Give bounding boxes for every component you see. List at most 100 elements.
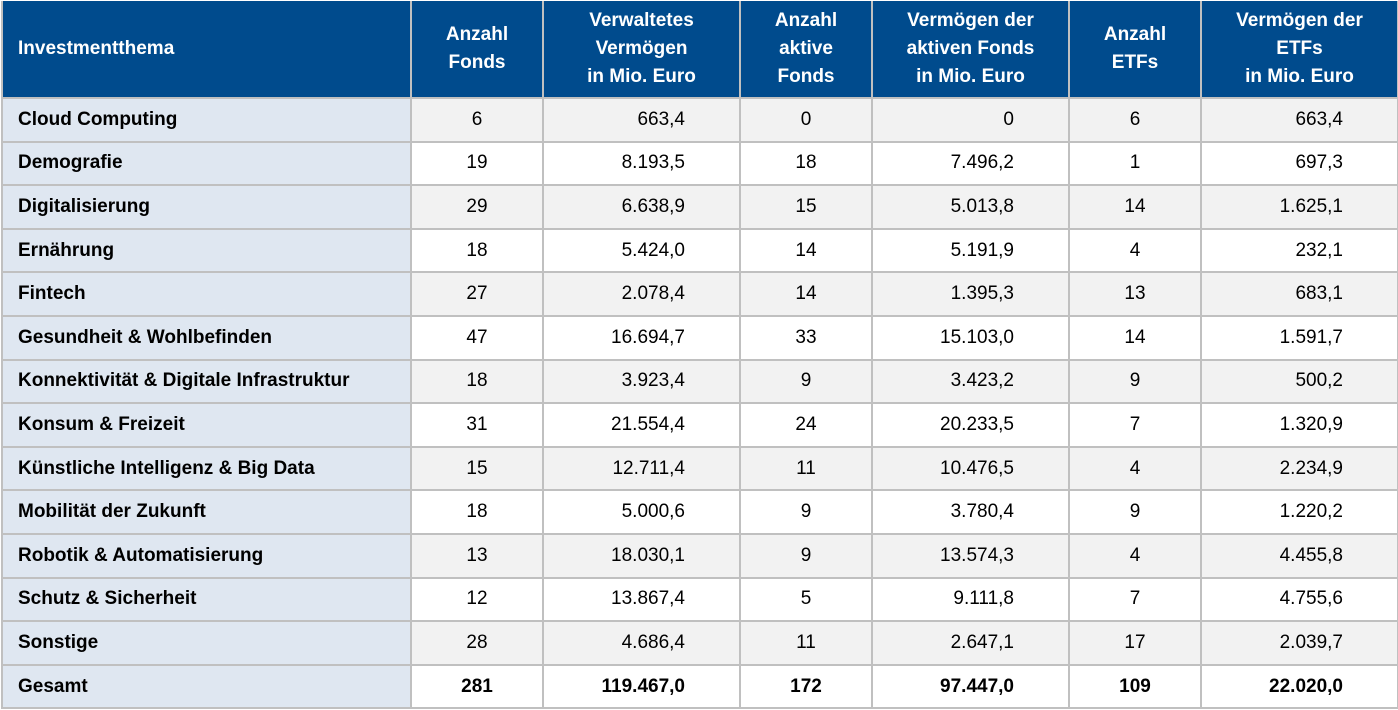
table-cell: 9 (1068, 358, 1202, 405)
column-header-5: Anzahl ETFs (1068, 1, 1202, 99)
table-cell: 15 (410, 445, 544, 492)
row-label: Mobilität der Zukunft (1, 489, 412, 535)
table-cell: 47 (410, 314, 544, 361)
table-cell: 18.030,1 (542, 532, 741, 579)
table-cell: 31 (410, 402, 544, 448)
table-cell: 9 (739, 489, 873, 535)
table-cell: 5.424,0 (542, 227, 741, 274)
table-cell: 3.780,4 (871, 489, 1070, 535)
table-cell: 9.111,8 (871, 576, 1070, 623)
table-cell: 281 (410, 663, 544, 710)
table-cell: 6 (410, 97, 544, 143)
table-cell: 16.694,7 (542, 314, 741, 361)
column-header-line: Fonds (448, 52, 506, 73)
table-cell: 5 (739, 576, 873, 623)
table-cell: 5.013,8 (871, 184, 1070, 230)
column-header-line: Anzahl (774, 10, 838, 31)
table-cell: 18 (739, 140, 873, 187)
column-header-line: Vermögen (595, 38, 688, 59)
table-cell: 4 (1068, 445, 1202, 492)
table-cell: 27 (410, 271, 544, 317)
table-cell: 119.467,0 (542, 663, 741, 710)
row-label: Konsum & Freizeit (1, 402, 412, 448)
table-cell: 13 (410, 532, 544, 579)
row-label: Gesundheit & Wohlbefinden (1, 314, 412, 361)
table-cell: 11 (739, 445, 873, 492)
table-cell: 7 (1068, 576, 1202, 623)
column-header-line: Anzahl (1103, 24, 1167, 45)
table-header-row: Investmentthema Anzahl Fonds Verwaltetes Ver… (1, 1, 1398, 99)
row-label: Fintech (1, 271, 412, 317)
table-row: Sonstige 28 4.686,4 11 2.647,1 17 2.039,7 (1, 620, 1398, 666)
table-cell: 697,3 (1200, 140, 1398, 187)
table-cell: 20.233,5 (871, 402, 1070, 448)
table-cell: 172 (739, 663, 873, 710)
column-header-line: Investmentthema (18, 38, 175, 59)
table-cell: 24 (739, 402, 873, 448)
column-header-4: Vermögen der aktiven Fonds in Mio. Euro (871, 1, 1070, 99)
table-cell: 683,1 (1200, 271, 1398, 317)
row-label: Schutz & Sicherheit (1, 576, 412, 623)
column-header-0: Investmentthema (1, 1, 412, 99)
table-cell: 4.686,4 (542, 620, 741, 666)
row-label: Robotik & Automatisierung (1, 532, 412, 579)
table-cell: 12 (410, 576, 544, 623)
table-cell: 22.020,0 (1200, 663, 1398, 710)
table-row: Cloud Computing 6 663,4 0 0 6 663,4 (1, 97, 1398, 143)
table-cell: 10.476,5 (871, 445, 1070, 492)
column-header-line: aktive (779, 38, 833, 59)
table-row: Gesundheit & Wohlbefinden 47 16.694,7 33 15.… (1, 314, 1398, 361)
table-cell: 232,1 (1200, 227, 1398, 274)
table-cell: 109 (1068, 663, 1202, 710)
table-cell: 0 (739, 97, 873, 143)
table-cell: 2.234,9 (1200, 445, 1398, 492)
table-cell: 13 (1068, 271, 1202, 317)
table-cell: 5.000,6 (542, 489, 741, 535)
table-cell: 1 (1068, 140, 1202, 187)
table-cell: 500,2 (1200, 358, 1398, 405)
column-header-line: in Mio. Euro (587, 66, 696, 87)
row-label: Cloud Computing (1, 97, 412, 143)
table-cell: 1.220,2 (1200, 489, 1398, 535)
table-cell: 14 (1068, 184, 1202, 230)
table-cell: 14 (739, 227, 873, 274)
column-header-1: Anzahl Fonds (410, 1, 544, 99)
row-label: Konnektivität & Digitale Infrastruktur (1, 358, 412, 405)
table-cell: 19 (410, 140, 544, 187)
table-cell: 2.039,7 (1200, 620, 1398, 666)
column-header-line: in Mio. Euro (1245, 66, 1354, 87)
table-cell: 6 (1068, 97, 1202, 143)
table-cell: 0 (871, 97, 1070, 143)
row-label: Künstliche Intelligenz & Big Data (1, 445, 412, 492)
table-row: Mobilität der Zukunft 18 5.000,6 9 3.780,4 9 1… (1, 489, 1398, 535)
table-cell: 663,4 (542, 97, 741, 143)
table-cell: 21.554,4 (542, 402, 741, 448)
table-cell: 18 (410, 358, 544, 405)
column-header-line: ETFs (1111, 52, 1159, 73)
table-row: Konsum & Freizeit 31 21.554,4 24 20.233,5 7 1.… (1, 402, 1398, 448)
table-cell: 28 (410, 620, 544, 666)
table-cell: 97.447,0 (871, 663, 1070, 710)
table-cell: 13.574,3 (871, 532, 1070, 579)
column-header-line: Anzahl (445, 24, 509, 45)
table-row: Künstliche Intelligenz & Big Data 15 12.71… (1, 445, 1398, 492)
table-cell: 1.625,1 (1200, 184, 1398, 230)
table-cell: 9 (739, 532, 873, 579)
table-body: Cloud Computing 6 663,4 0 0 6 663,4 Demografie 1… (1, 97, 1398, 710)
table-cell: 3.923,4 (542, 358, 741, 405)
row-label: Digitalisierung (1, 184, 412, 230)
column-header-line: ETFs (1276, 38, 1323, 59)
table-cell: 2.647,1 (871, 620, 1070, 666)
table-cell: 9 (1068, 489, 1202, 535)
total-row: Gesamt 281 119.467,0 172 97.447,0 109 22.020,0 (1, 663, 1398, 710)
table-cell: 5.191,9 (871, 227, 1070, 274)
table-cell: 33 (739, 314, 873, 361)
column-header-line: Vermögen der (1236, 10, 1363, 31)
table-cell: 1.591,7 (1200, 314, 1398, 361)
table-cell: 17 (1068, 620, 1202, 666)
table-row: Schutz & Sicherheit 12 13.867,4 5 9.111,8 7 4.… (1, 576, 1398, 623)
table-cell: 4.455,8 (1200, 532, 1398, 579)
row-label: Gesamt (1, 663, 412, 710)
table-cell: 4.755,6 (1200, 576, 1398, 623)
